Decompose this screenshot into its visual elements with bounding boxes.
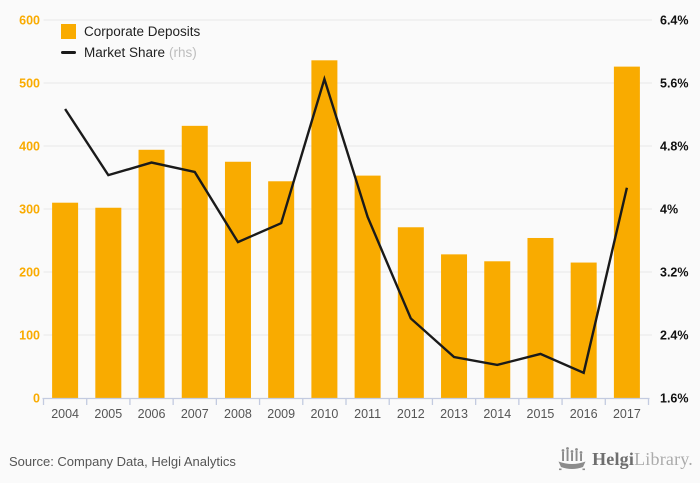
legend-item-corporate-deposits[interactable]: Corporate Deposits xyxy=(61,24,200,39)
left-axis-label-500: 500 xyxy=(19,77,40,91)
x-axis-label-2011: 2011 xyxy=(354,407,381,421)
x-axis-label-2008: 2008 xyxy=(224,407,252,421)
right-axis-label-6.4: 6.4% xyxy=(660,14,689,28)
x-axis-label-2014: 2014 xyxy=(483,407,511,421)
right-axis-label-1.6: 1.6% xyxy=(660,392,689,406)
bar-2015[interactable] xyxy=(527,237,554,398)
bar-2007[interactable] xyxy=(181,125,208,398)
bar-2006[interactable] xyxy=(138,149,165,398)
x-axis-label-2005: 2005 xyxy=(94,407,122,421)
x-axis-label-2017: 2017 xyxy=(613,407,641,421)
chart-plot: 0 100 200 300 400 500 600 1.6% 2.4% 3.2% 4% 4.8% 5.6… xyxy=(19,14,689,422)
source-text: Source: Company Data, Helgi Analytics xyxy=(9,454,236,469)
left-axis-label-100: 100 xyxy=(19,329,40,343)
logo-text-helgi: Helgi xyxy=(592,448,635,469)
right-axis-label-4.8: 4.8% xyxy=(660,140,689,154)
left-axis-label-200: 200 xyxy=(19,266,40,280)
legend-bar-label: Corporate Deposits xyxy=(84,24,201,39)
bar-2014[interactable] xyxy=(484,261,511,398)
ship-bars-icon xyxy=(558,447,586,471)
bar-2009[interactable] xyxy=(268,181,295,398)
bar-2017[interactable] xyxy=(613,66,640,399)
left-axis-label-0: 0 xyxy=(33,392,40,406)
bar-2016[interactable] xyxy=(570,262,597,398)
helgi-library-logo[interactable]: HelgiLibrary. xyxy=(557,446,693,472)
bar-2011[interactable] xyxy=(354,175,381,398)
x-axis-label-2013: 2013 xyxy=(440,407,468,421)
right-axis-label-4: 4% xyxy=(660,203,678,217)
left-axis-label-300: 300 xyxy=(19,203,40,217)
bar-2010[interactable] xyxy=(311,60,338,398)
x-axis-label-2007: 2007 xyxy=(181,407,209,421)
x-axis-label-2015: 2015 xyxy=(527,407,555,421)
x-axis-label-2004: 2004 xyxy=(51,407,79,421)
bar-2004[interactable] xyxy=(52,202,79,398)
x-axis-label-2006: 2006 xyxy=(138,407,166,421)
x-axis-label-2016: 2016 xyxy=(570,407,598,421)
bar-2005[interactable] xyxy=(95,207,122,398)
bar-2008[interactable] xyxy=(224,161,251,398)
market-share-line xyxy=(64,74,629,375)
left-axis-label-600: 600 xyxy=(19,14,40,28)
right-axis-label-5.6: 5.6% xyxy=(660,77,689,91)
x-axis-label-2012: 2012 xyxy=(397,407,425,421)
bar-2012[interactable] xyxy=(397,227,424,398)
legend-line-suffix: (rhs) xyxy=(169,45,197,60)
logo-text-library: Library. xyxy=(634,448,693,469)
right-axis-label-3.2: 3.2% xyxy=(660,266,689,280)
left-axis-label-400: 400 xyxy=(19,140,40,154)
bar-2013[interactable] xyxy=(441,254,468,398)
legend-line-swatch xyxy=(61,51,76,54)
legend-item-market-share[interactable]: Market Share (rhs) xyxy=(61,45,200,60)
x-axis-label-2009: 2009 xyxy=(267,407,295,421)
right-axis-label-2.4: 2.4% xyxy=(660,329,689,343)
legend-line-label: Market Share xyxy=(84,45,166,60)
legend: Corporate Deposits Market Share (rhs) xyxy=(61,24,200,60)
legend-bar-swatch xyxy=(61,24,76,39)
x-axis-label-2010: 2010 xyxy=(310,407,338,421)
